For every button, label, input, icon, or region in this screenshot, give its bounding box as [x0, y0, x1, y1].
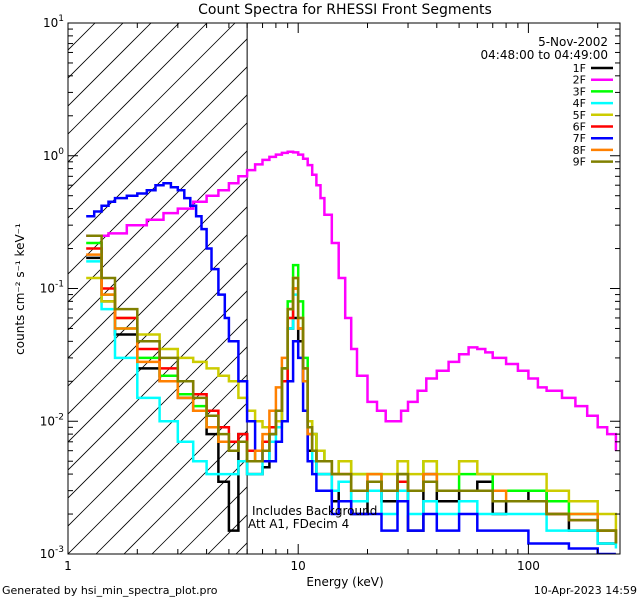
hatch-line	[95, 402, 248, 554]
axis-ticks	[67, 22, 620, 555]
legend-label-6F: 6F	[573, 121, 586, 134]
time-range-label: 04:48:00 to 04:49:00	[480, 48, 608, 62]
chart-title: Count Spectra for RHESSI Front Segments	[198, 2, 492, 18]
y-tick-label: 10-1	[40, 280, 64, 296]
date-label: 5-Nov-2002	[538, 35, 608, 49]
hatch-line	[68, 234, 248, 415]
hatch-line	[68, 178, 248, 359]
y-axis-label: counts cm⁻² s⁻¹ keV⁻¹	[13, 223, 27, 355]
hatch-line	[123, 430, 248, 554]
annotation-background: Includes Background	[252, 504, 378, 518]
x-tick-labels: 1 10 100	[64, 559, 540, 573]
legend-label-8F: 8F	[573, 144, 586, 157]
x-axis-label: Energy (keV)	[306, 575, 384, 589]
y-tick-label: 100	[43, 147, 64, 163]
hatch-line	[68, 23, 236, 191]
y-tick-label: 10-2	[40, 412, 64, 428]
hatch-line	[68, 23, 124, 79]
series-group	[86, 150, 618, 554]
x-tick-label: 100	[517, 559, 540, 573]
y-tick-label: 101	[43, 14, 64, 30]
hatch-line	[68, 23, 152, 107]
hatch-line	[68, 150, 248, 331]
hatch-line	[68, 290, 248, 471]
legend-label-7F: 7F	[573, 132, 586, 145]
hatch-line	[68, 122, 248, 303]
legend-label-9F: 9F	[573, 156, 586, 169]
hatch-line	[68, 374, 248, 554]
hatch-line	[68, 38, 248, 219]
legend-label-3F: 3F	[573, 85, 586, 98]
hatch-line	[68, 318, 248, 499]
hatch-line	[68, 23, 208, 163]
x-tick-label: 1	[64, 559, 72, 573]
hatch-line	[68, 346, 248, 527]
legend-label-5F: 5F	[573, 109, 586, 122]
series-line-9F	[86, 234, 618, 544]
x-tick-label: 10	[291, 559, 306, 573]
series-line-2F	[86, 150, 618, 451]
hatch-line	[68, 23, 180, 135]
legend-label-1F: 1F	[573, 62, 586, 75]
y-tick-label: 10-3	[40, 545, 64, 561]
legend-label-4F: 4F	[573, 97, 586, 110]
y-tick-labels: 10-3 10-2 10-1 100 101	[40, 14, 65, 561]
series-line-7F	[86, 182, 616, 554]
footer-generated-by: Generated by hsi_min_spectra_plot.pro	[2, 584, 218, 597]
footer-timestamp: 10-Apr-2023 14:59	[533, 584, 637, 597]
legend-label-2F: 2F	[573, 74, 586, 87]
annotation-attenuator: Att A1, FDecim 4	[248, 517, 350, 531]
hatch-line	[68, 206, 248, 387]
